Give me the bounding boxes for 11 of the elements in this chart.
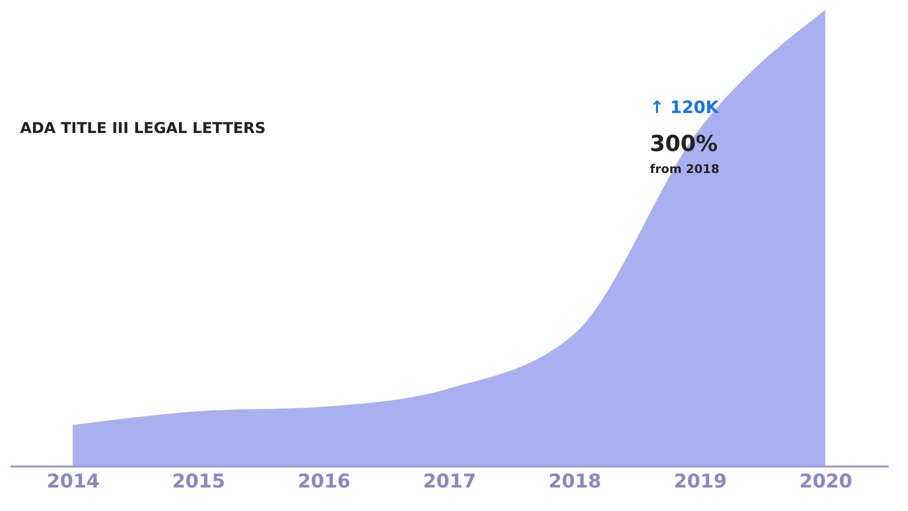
annotation: 300% (650, 132, 718, 157)
x-tick-label: 2014 (46, 470, 100, 492)
annotation: from 2018 (650, 162, 720, 176)
x-tick-label: 2020 (799, 470, 852, 492)
x-tick-label: 2016 (298, 470, 351, 492)
x-tick-label: 2015 (172, 470, 226, 492)
annotation: ↑ 120K (650, 98, 720, 118)
x-tick-label: 2019 (674, 470, 727, 492)
x-tick-label: 2018 (548, 470, 602, 492)
text: ADA TITLE III LEGAL LETTERS (20, 119, 266, 137)
x-tick-label: 2017 (423, 470, 476, 492)
